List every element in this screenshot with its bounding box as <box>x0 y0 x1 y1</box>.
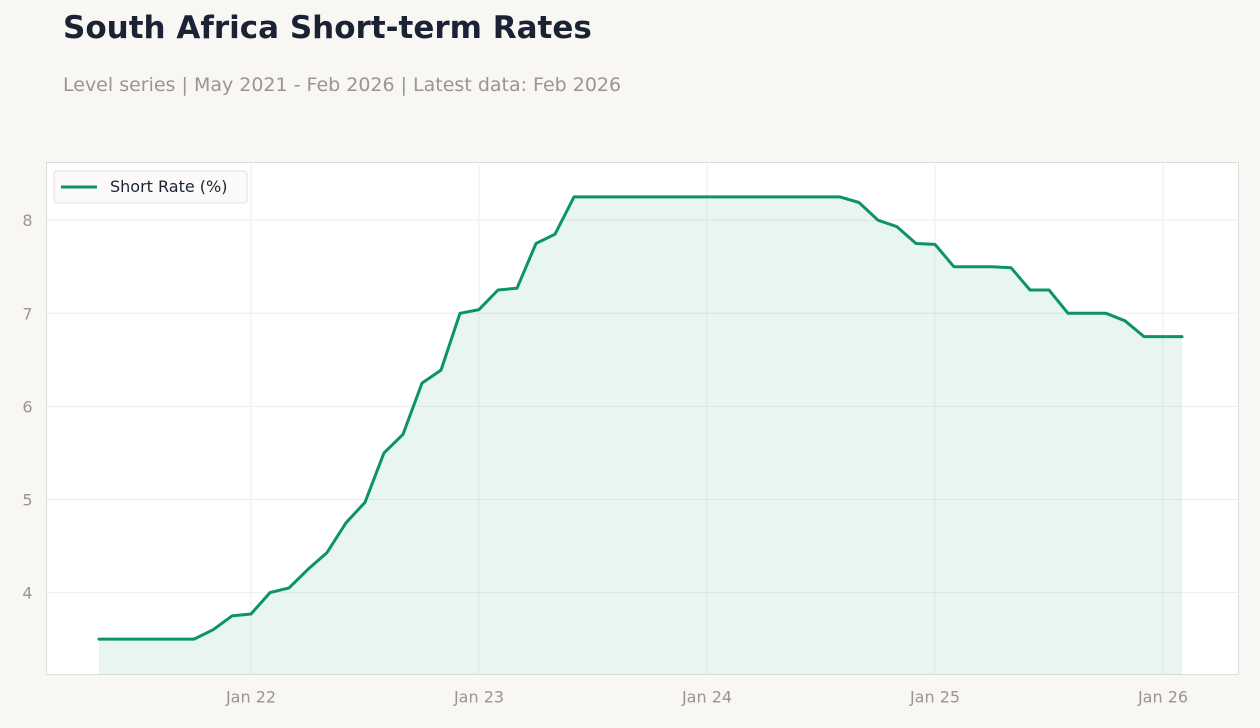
y-axis-ticks: 4 5 6 7 8 <box>22 211 32 602</box>
series-area-fill <box>99 196 1182 675</box>
legend: Short Rate (%) <box>53 170 248 204</box>
y-tick-label: 8 <box>22 211 32 230</box>
legend-label: Short Rate (%) <box>110 177 227 196</box>
y-tick-label: 4 <box>22 584 32 603</box>
grid-lines <box>46 162 1239 675</box>
chart-title: South Africa Short-term Rates <box>63 10 592 46</box>
y-tick-label: 7 <box>22 304 32 323</box>
plot-background <box>46 162 1239 675</box>
legend-box <box>53 170 248 204</box>
chart-subtitle: Level series | May 2021 - Feb 2026 | Lat… <box>63 74 622 96</box>
x-tick-label: Jan 23 <box>453 688 504 707</box>
x-tick-label: Jan 22 <box>225 688 276 707</box>
y-tick-label: 5 <box>22 490 32 509</box>
x-axis-ticks: Jan 22 Jan 23 Jan 24 Jan 25 Jan 26 <box>225 688 1188 707</box>
x-tick-label: Jan 25 <box>909 688 960 707</box>
x-tick-label: Jan 24 <box>681 688 732 707</box>
y-tick-label: 6 <box>22 397 32 416</box>
series-line-short-rate <box>97 195 1184 641</box>
x-tick-label: Jan 26 <box>1137 688 1188 707</box>
